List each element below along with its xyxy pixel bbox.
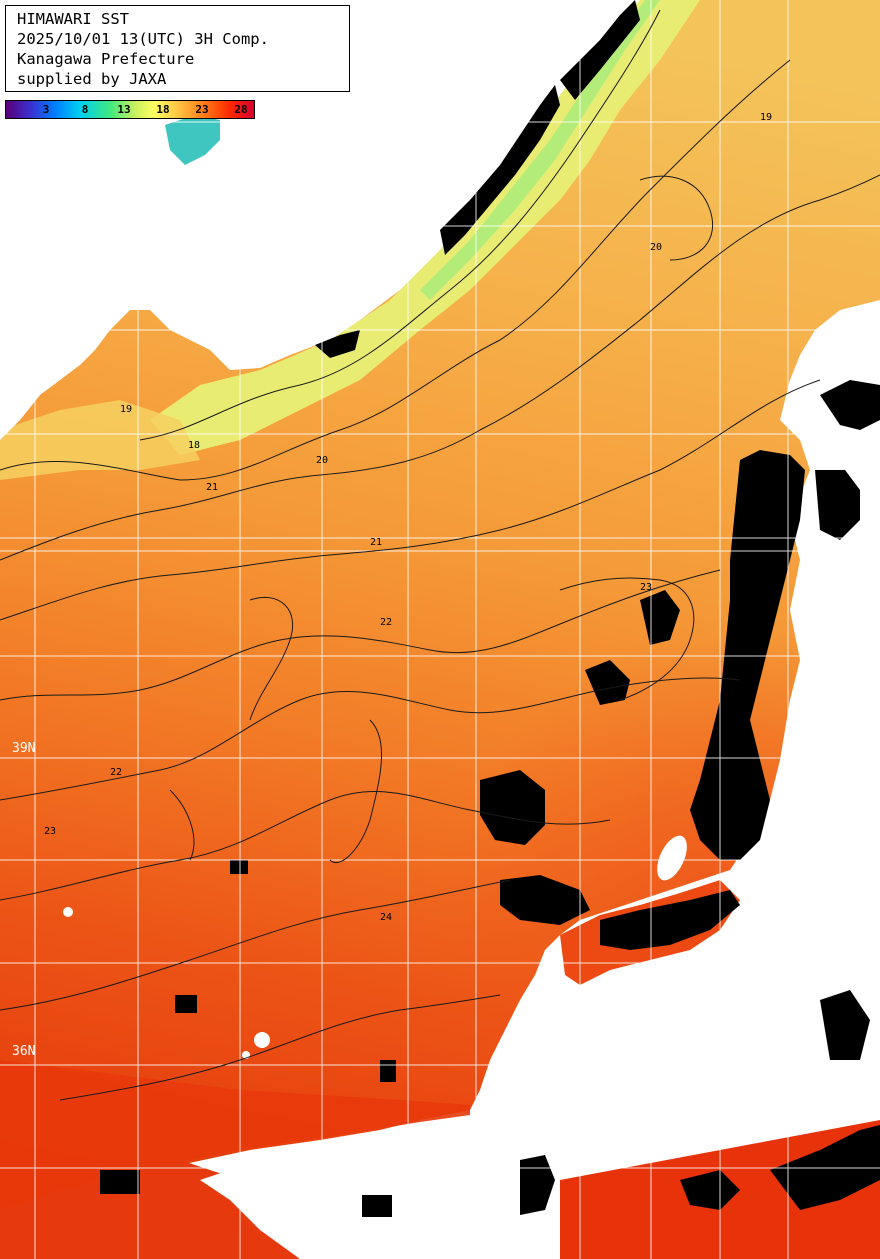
product-title: HIMAWARI SST (17, 10, 129, 28)
info-box: HIMAWARI SST 2025/10/01 13(UTC) 3H Comp.… (5, 5, 350, 92)
contour-label-18: 18 (188, 440, 200, 451)
island-oki (63, 907, 73, 917)
timestamp: 2025/10/01 13(UTC) 3H Comp. (17, 30, 269, 48)
contour-label-19b: 19 (760, 112, 772, 123)
cool-nearshore-band (420, 0, 660, 300)
lake (657, 835, 687, 881)
island-sado (254, 1032, 270, 1048)
contour-labels: 18 19 19 20 20 21 21 22 22 23 23 24 (44, 112, 772, 923)
contour-label-23b: 23 (640, 582, 652, 593)
colorbar-tick-8: 8 (81, 103, 89, 116)
japan-land (0, 300, 880, 1259)
contour-label-22: 22 (110, 767, 122, 778)
contour-label-21: 21 (206, 482, 218, 493)
colorbar-tick-18: 18 (156, 103, 170, 116)
contour-label-20: 20 (316, 455, 328, 466)
small-island-topleft (165, 115, 220, 165)
data-credit: supplied by JAXA (17, 70, 167, 88)
colorbar-tick-13: 13 (117, 103, 131, 116)
latitude-label-36n: 36N (12, 1044, 36, 1059)
upper-left-cool-area (0, 400, 200, 480)
contour-label-24: 24 (380, 912, 392, 923)
contour-label-21b: 21 (370, 537, 382, 548)
contour-label-22b: 22 (380, 617, 392, 628)
temperature-colorbar: 3 8 13 18 23 28 (5, 100, 255, 119)
latitude-label-39n: 39N (12, 741, 36, 756)
contour-label-20b: 20 (650, 242, 662, 253)
isotherm-contours (0, 9, 880, 1101)
contour-label-19: 19 (120, 404, 132, 415)
cold-coastal-band (150, 0, 700, 455)
colorbar-tick-28: 28 (234, 103, 248, 116)
contour-label-23: 23 (44, 826, 56, 837)
colorbar-tick-3: 3 (42, 103, 50, 116)
region-name: Kanagawa Prefecture (17, 50, 195, 68)
colorbar-tick-23: 23 (195, 103, 209, 116)
inland-land (200, 1120, 540, 1259)
